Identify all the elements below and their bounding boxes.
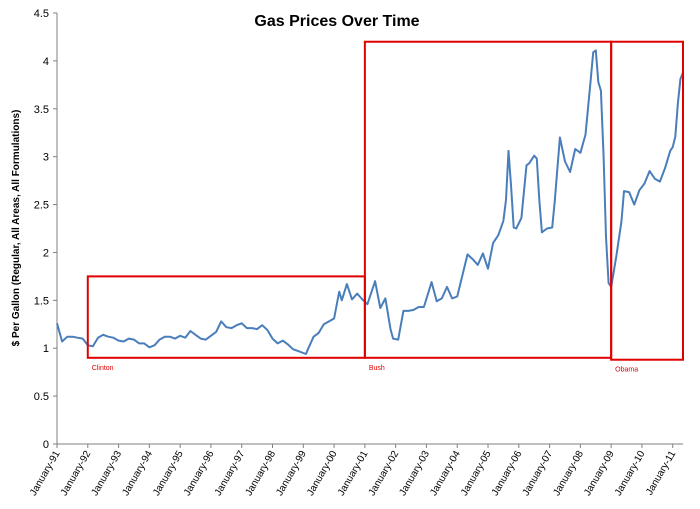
- x-tick-label: January-07: [521, 449, 556, 498]
- x-tick-label: January-03: [397, 449, 432, 498]
- x-tick-label: January-11: [644, 449, 678, 498]
- x-tick-label: January-06: [490, 449, 525, 498]
- y-tick-label: 4: [43, 56, 49, 68]
- y-tick-label: 4.5: [34, 8, 49, 20]
- region-box-bush: [363, 40, 613, 359]
- chart-title: Gas Prices Over Time: [254, 13, 419, 30]
- region-label-obama: Obama: [615, 367, 638, 374]
- x-tick-label: January-99: [274, 449, 309, 498]
- x-tick-label: January-96: [182, 449, 217, 498]
- x-tick-label: January-98: [244, 449, 279, 498]
- y-tick-label: 0: [43, 439, 49, 451]
- y-tick-label: 2: [43, 247, 49, 259]
- region-label-bush: Bush: [369, 365, 385, 372]
- region-box-obama: [610, 40, 685, 361]
- gas-price-series-line: [56, 49, 684, 355]
- y-tick-label: 2.5: [34, 200, 49, 212]
- x-tick-label: January-09: [582, 449, 617, 498]
- region-label-clinton: Clinton: [92, 365, 114, 372]
- y-tick-label: 1: [43, 343, 49, 355]
- y-axis-label: $ Per Gallon (Regular, All Areas, All Fo…: [11, 110, 22, 347]
- x-tick-label: January-01: [336, 449, 371, 498]
- y-tick-label: 3: [43, 152, 49, 164]
- x-tick-label: January-97: [213, 449, 248, 498]
- x-tick-label: January-04: [428, 449, 463, 498]
- y-tick-label: 0.5: [34, 391, 49, 403]
- y-tick-label: 1.5: [34, 295, 49, 307]
- x-tick-label: January-08: [551, 449, 586, 498]
- x-tick-label: January-91: [28, 449, 63, 498]
- x-tick-label: January-05: [459, 449, 494, 498]
- axes: 0 0.5 1 1.5 2 2.5 3 3.5 4 4.5 January-91January-92…: [28, 8, 683, 498]
- x-tick-label: January-95: [151, 449, 186, 498]
- x-tick-label: January-92: [59, 449, 94, 498]
- y-tick-label: 3.5: [34, 104, 49, 116]
- x-tick-label: January-02: [367, 449, 402, 498]
- region-box-clinton: [86, 275, 366, 359]
- annotation-layer: Clinton Bush Obama: [86, 40, 685, 374]
- x-tick-label: January-10: [613, 449, 648, 498]
- x-tick-label: January-94: [120, 449, 155, 498]
- x-tick-label: January-00: [305, 449, 340, 498]
- series-layer: [56, 49, 684, 355]
- x-tick-label: January-93: [90, 449, 125, 498]
